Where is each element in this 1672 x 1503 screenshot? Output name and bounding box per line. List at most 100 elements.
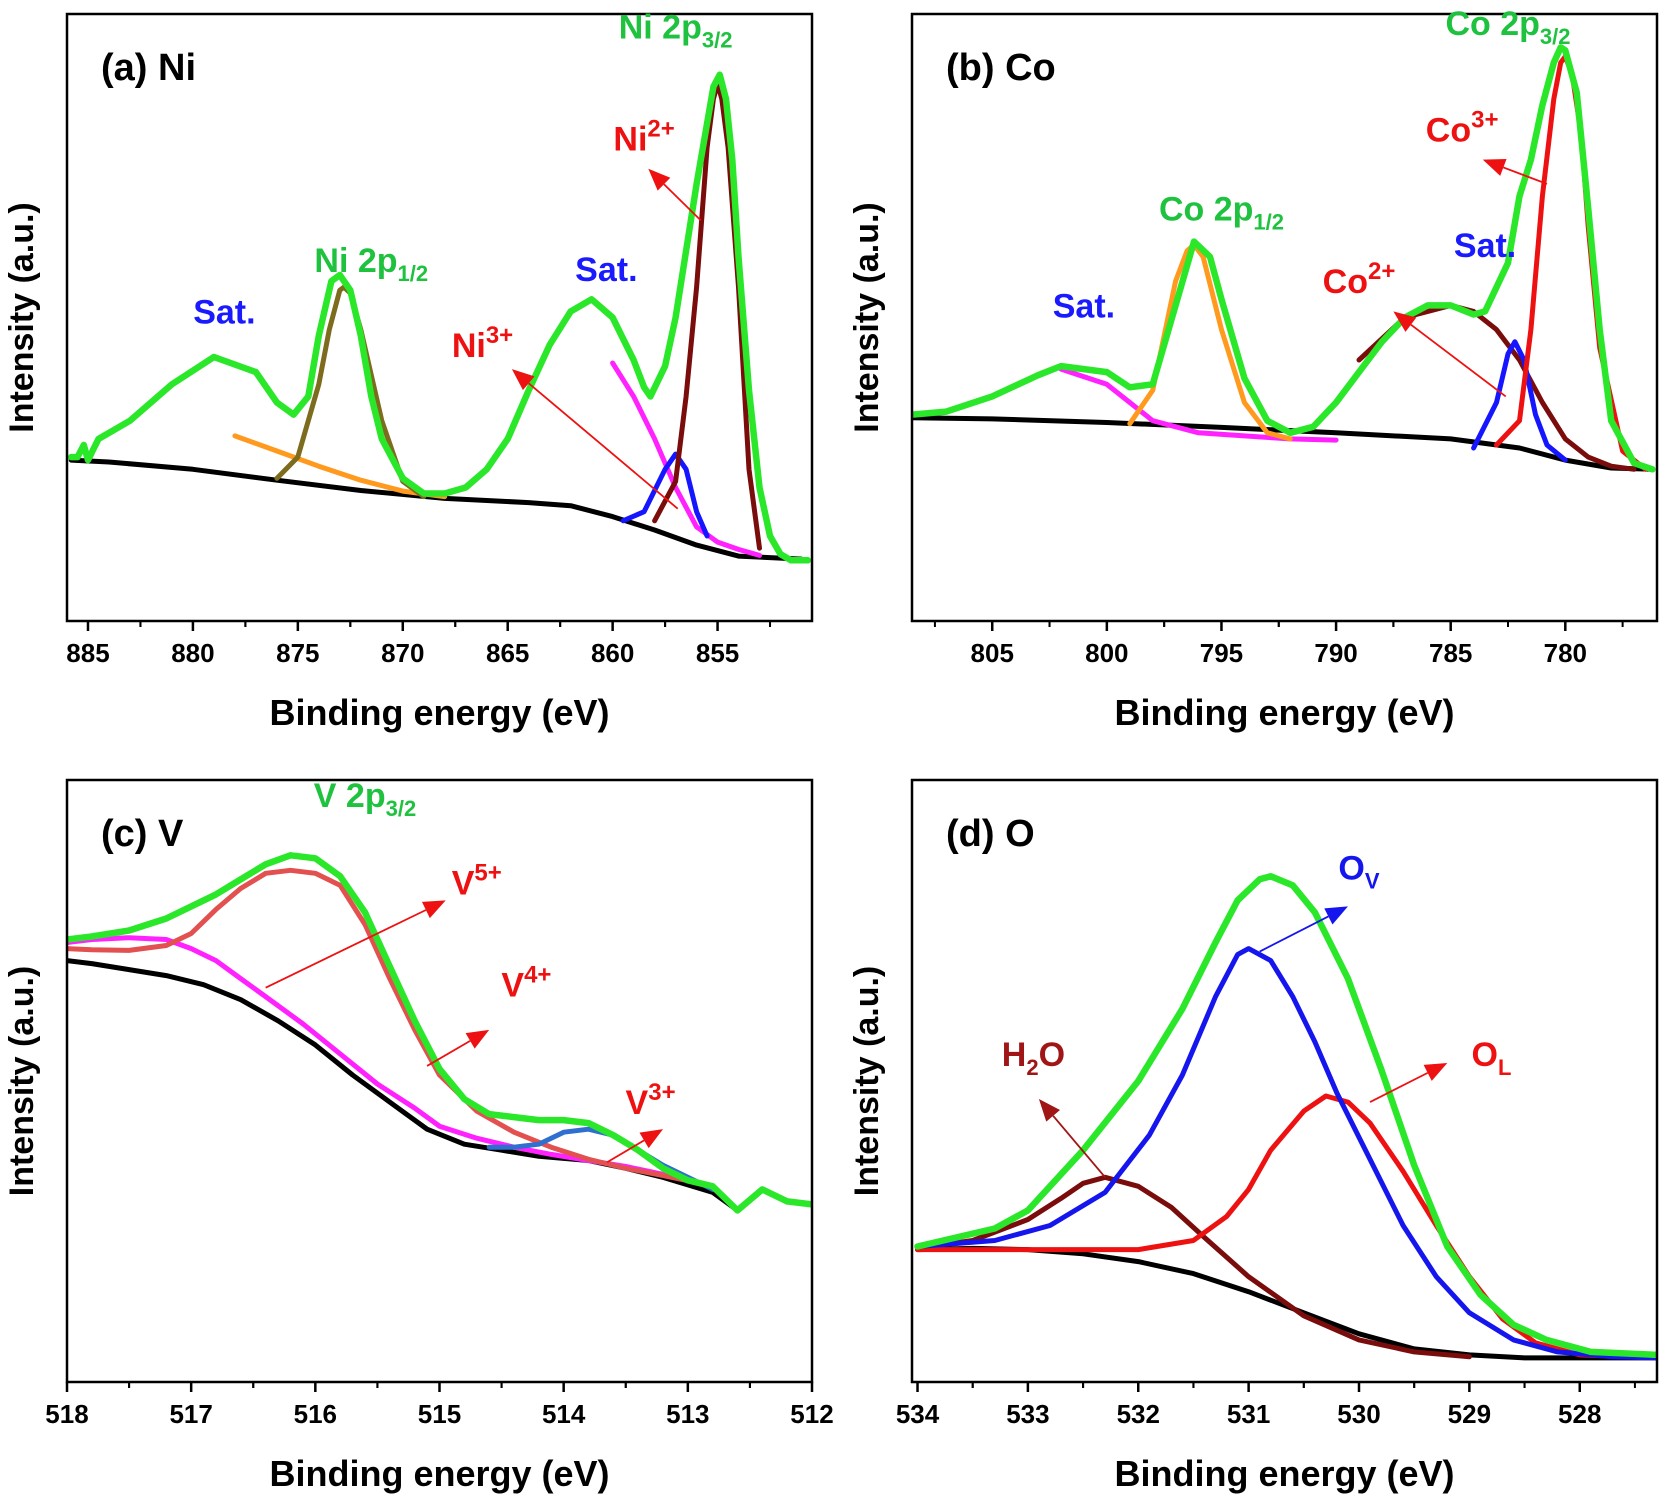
o-series-group: [914, 873, 1657, 1361]
panel-b-co: 805 800 795 790 785 780 Binding energy (eV) Int…: [848, 5, 1659, 733]
o-x-axis-title: Binding energy (eV): [1114, 1453, 1454, 1494]
v-xtick-label: 517: [169, 1399, 212, 1429]
ni-annotation-arrowhead: [648, 168, 671, 191]
annotation-v-5plus: V5+: [452, 859, 502, 902]
o-plot-frame: [910, 778, 1659, 1384]
ni-series-line-3: [610, 360, 762, 558]
o-xtick-label: 532: [1117, 1399, 1160, 1429]
ni-xtick-label: 860: [591, 638, 634, 668]
ni-y-axis-title: Intensity (a.u.): [3, 202, 41, 432]
o-xtick-label: 528: [1558, 1399, 1601, 1429]
v-annotation-arrow-line: [265, 909, 427, 989]
annotation-v-3plus: V3+: [626, 1079, 676, 1122]
o-xtick-label: 530: [1337, 1399, 1380, 1429]
annotation-ni-sat-1: Sat.: [193, 294, 255, 332]
co-xtick-label: 805: [971, 638, 1014, 668]
ni-series-group: [67, 71, 812, 564]
v-xtick-label: 518: [45, 1399, 88, 1429]
annotation-co-sat-2: Sat.: [1454, 227, 1516, 265]
co-xtick-label: 790: [1314, 638, 1357, 668]
o-y-axis-title: Intensity (a.u.): [848, 966, 886, 1196]
o-annotation-arrow-line: [1369, 1072, 1429, 1103]
co-series-group: [912, 44, 1656, 473]
v-xtick-label: 516: [294, 1399, 337, 1429]
co-xtick-label: 785: [1429, 638, 1472, 668]
o-xtick-label: 529: [1448, 1399, 1491, 1429]
panel-d-o: 534 533 532 531 530 529 528 Binding energy (eV)…: [848, 778, 1659, 1494]
annotation-v-2p32: V 2p3/2: [314, 777, 416, 821]
v-annotation-arrowhead: [465, 1029, 490, 1049]
v-xtick-label: 514: [542, 1399, 586, 1429]
annotation-co-sat-1: Sat.: [1053, 288, 1115, 326]
ni-xtick-label: 875: [276, 638, 319, 668]
o-annotation-arrowhead: [1324, 906, 1348, 925]
ni-panel-label: (a) Ni: [101, 47, 196, 89]
v-panel-label: (c) V: [101, 813, 184, 855]
annotation-ni-2plus: Ni2+: [613, 116, 674, 159]
annotation-ni-2p32: Ni 2p3/2: [619, 8, 733, 52]
o-panel-label: (d) O: [946, 813, 1035, 855]
ni-annotation-arrowhead: [511, 369, 535, 391]
ni-xtick-label: 855: [696, 638, 739, 668]
ni-plot-frame: [65, 12, 814, 623]
panel-c-v: 518 517 516 515 514 513 512 Binding energy (eV)…: [3, 777, 834, 1494]
o-annotation-arrow-line: [1052, 1115, 1106, 1178]
ni-annotation-arrow-line: [663, 183, 702, 222]
ni-xtick-label: 870: [381, 638, 424, 668]
ni-annotation-arrow-line: [528, 382, 679, 510]
ni-series-line-6: [67, 71, 812, 564]
ni-x-axis-title: Binding energy (eV): [269, 692, 609, 733]
annotation-o-l: OL: [1471, 1036, 1511, 1080]
o-xtick-label: 531: [1227, 1399, 1270, 1429]
v-annotation-arrow-line: [426, 1040, 471, 1067]
co-series-line-0: [912, 415, 1655, 472]
co-y-axis-title: Intensity (a.u.): [848, 202, 886, 432]
ni-xtick-label: 885: [66, 638, 109, 668]
co-annotation-arrowhead: [1482, 159, 1507, 176]
ni-xtick-label: 865: [486, 638, 529, 668]
v-xtick-label: 515: [418, 1399, 461, 1429]
annotation-co-3plus: Co3+: [1426, 106, 1499, 149]
o-series-line-3: [915, 946, 1657, 1361]
v-series-group: [67, 852, 812, 1214]
ni-xtick-label: 880: [171, 638, 214, 668]
o-annotation-arrowhead: [1423, 1062, 1448, 1081]
annotation-v-4plus: V4+: [501, 962, 551, 1005]
co-annotation-arrow-line: [1503, 166, 1548, 185]
o-series-line-1: [915, 1174, 1472, 1360]
annotation-o-v: OV: [1338, 849, 1379, 893]
annotation-ni-2p12: Ni 2p1/2: [314, 242, 428, 286]
annotation-o-h2o: H2O: [1002, 1036, 1065, 1080]
annotation-co-2p12: Co 2p1/2: [1159, 190, 1284, 234]
co-xtick-label: 780: [1544, 638, 1587, 668]
co-annotation-arrow-line: [1410, 323, 1507, 398]
co-series-line-6: [912, 44, 1656, 473]
panel-a-ni: 885 880 875 870 865 860 855 Binding energy (eV)…: [3, 8, 814, 733]
o-annotation-arrowhead: [1038, 1099, 1061, 1122]
co-plot-frame: [910, 12, 1659, 623]
v-y-axis-title: Intensity (a.u.): [3, 966, 41, 1196]
o-xtick-label: 533: [1006, 1399, 1049, 1429]
ni-series-line-4: [620, 451, 710, 539]
v-annotation-arrowhead: [639, 1129, 663, 1149]
co-xtick-label: 800: [1085, 638, 1128, 668]
annotation-co-2plus: Co2+: [1323, 258, 1396, 301]
v-xtick-label: 513: [666, 1399, 709, 1429]
annotation-ni-3plus: Ni3+: [452, 322, 513, 365]
co-series-line-4: [1471, 339, 1568, 463]
ni-series-line-0: [68, 457, 804, 562]
v-annotation-arrowhead: [421, 900, 446, 919]
ni-series-line-1: [232, 433, 448, 500]
o-xtick-label: 534: [896, 1399, 940, 1429]
v-annotation-arrow-line: [606, 1139, 645, 1164]
v-series-line-2: [67, 867, 703, 1186]
v-series-line-4: [67, 852, 812, 1214]
v-x-axis-title: Binding energy (eV): [269, 1453, 609, 1494]
v-xtick-label: 512: [790, 1399, 833, 1429]
co-series-line-3: [1356, 302, 1637, 472]
ni-series-line-2: [274, 284, 427, 500]
co-annotation-arrowhead: [1393, 311, 1417, 332]
co-panel-label: (b) Co: [946, 47, 1056, 89]
o-annotation-arrow-line: [1259, 915, 1329, 953]
